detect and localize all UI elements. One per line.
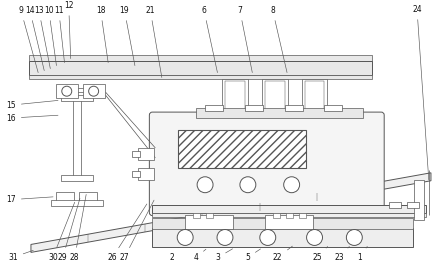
FancyBboxPatch shape (149, 112, 384, 216)
Bar (56, 192, 74, 202)
Circle shape (346, 230, 362, 245)
Text: 4: 4 (194, 249, 206, 262)
Bar (61, 88, 99, 92)
Bar (138, 168, 154, 180)
Bar (273, 213, 280, 218)
Bar (132, 171, 140, 177)
Bar (79, 192, 97, 202)
Bar (178, 130, 306, 168)
Bar (196, 108, 363, 118)
Text: 11: 11 (54, 6, 65, 63)
Bar (56, 84, 78, 98)
Text: 14: 14 (25, 6, 44, 70)
Bar (29, 55, 372, 61)
Bar (389, 202, 401, 208)
Bar (286, 213, 293, 218)
Bar (29, 61, 372, 75)
Polygon shape (31, 173, 431, 252)
Text: 12: 12 (64, 1, 74, 59)
Text: 8: 8 (270, 6, 287, 73)
Circle shape (89, 86, 99, 96)
Text: 1: 1 (357, 246, 367, 262)
Bar (29, 75, 372, 79)
Text: 31: 31 (8, 250, 33, 262)
Bar (302, 79, 327, 117)
Bar (305, 81, 324, 115)
Text: 7: 7 (237, 6, 253, 73)
Circle shape (284, 177, 299, 193)
Bar (299, 213, 306, 218)
Bar (407, 202, 419, 208)
Bar (265, 215, 313, 229)
Bar (222, 79, 248, 117)
Text: 13: 13 (34, 6, 51, 69)
Bar (206, 213, 213, 218)
Text: 30: 30 (48, 202, 75, 262)
Circle shape (240, 177, 256, 193)
Text: 3: 3 (216, 249, 233, 262)
Bar (285, 105, 303, 111)
Circle shape (217, 230, 233, 245)
Bar (205, 105, 223, 111)
Circle shape (177, 230, 193, 245)
Text: 9: 9 (19, 6, 38, 73)
Circle shape (62, 86, 72, 96)
Bar (225, 81, 245, 115)
Bar (51, 200, 103, 206)
Text: 23: 23 (334, 246, 350, 262)
Text: 22: 22 (273, 246, 292, 262)
Text: 27: 27 (120, 200, 154, 262)
Text: 26: 26 (108, 204, 147, 262)
Bar (152, 218, 413, 229)
Bar (61, 175, 93, 181)
Bar (138, 148, 154, 160)
Bar (152, 213, 426, 216)
Bar (61, 95, 93, 101)
Bar (132, 151, 140, 157)
Text: 21: 21 (146, 6, 162, 78)
Text: 28: 28 (70, 194, 86, 262)
Text: 18: 18 (96, 6, 108, 63)
Text: 2: 2 (170, 247, 178, 262)
Bar (262, 79, 288, 117)
Bar (152, 205, 426, 213)
Circle shape (260, 230, 276, 245)
Text: 17: 17 (6, 195, 53, 204)
Text: 25: 25 (313, 246, 327, 262)
Bar (193, 213, 200, 218)
Text: 10: 10 (44, 6, 56, 65)
Bar (185, 215, 233, 229)
Text: 19: 19 (120, 6, 135, 65)
Text: 29: 29 (58, 198, 80, 262)
Bar (245, 105, 263, 111)
Circle shape (197, 177, 213, 193)
Circle shape (307, 230, 323, 245)
Bar (324, 105, 342, 111)
Text: 15: 15 (6, 100, 58, 110)
Bar (152, 227, 413, 247)
Bar (83, 84, 105, 98)
Text: 5: 5 (245, 249, 260, 262)
Bar (414, 180, 424, 220)
Bar (265, 81, 285, 115)
Text: 16: 16 (6, 114, 58, 123)
Text: 24: 24 (412, 5, 429, 180)
Text: 6: 6 (202, 6, 218, 73)
Bar (73, 98, 81, 180)
